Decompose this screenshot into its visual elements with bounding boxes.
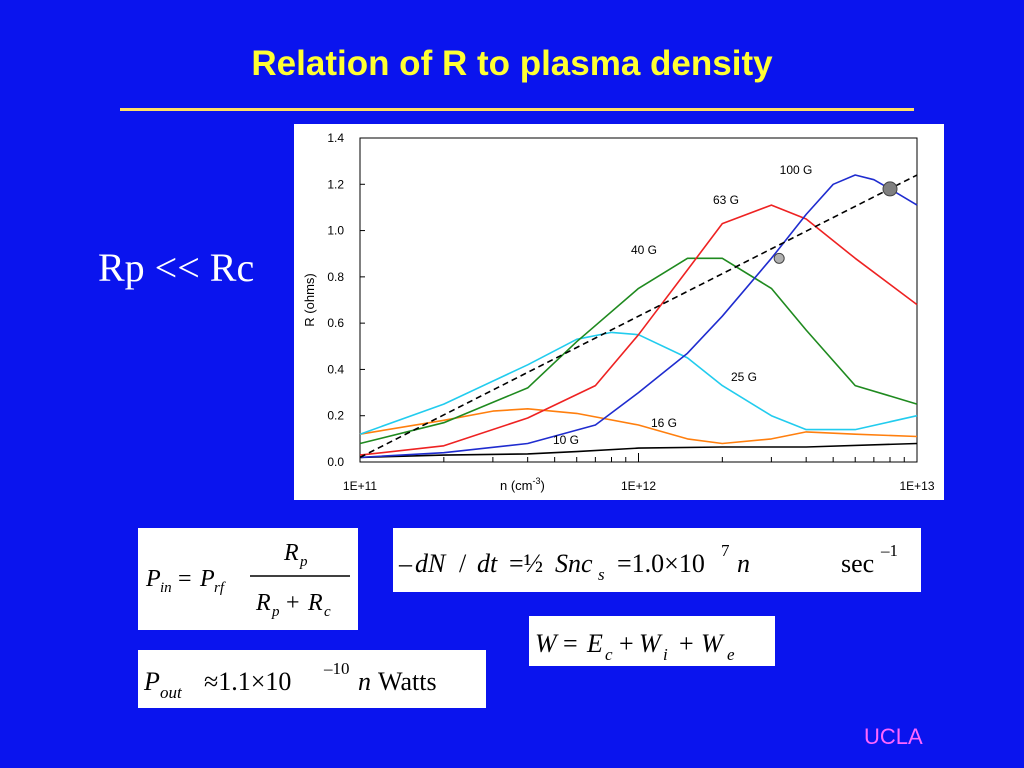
x-tick-label: 1E+12: [621, 479, 656, 493]
svg-text:Watts: Watts: [378, 667, 437, 696]
loss-rate-formula: – dN / dt =½ Snc s =1.0×10 7 n sec –1: [398, 541, 898, 584]
operating-point-marker: [773, 252, 785, 264]
svg-text:R: R: [255, 590, 271, 616]
x-axis-title: n (cm-3): [500, 476, 545, 493]
series-label: 63 G: [713, 193, 739, 207]
reference-line: [359, 174, 918, 459]
resistance-vs-density-chart: 0.0 0.2 0.4 0.6 0.8 1.0 1.2 1.4 1E+11 1E+12 1E+13…: [302, 131, 935, 493]
svg-text:W: W: [701, 629, 725, 658]
plot-frame: [359, 137, 918, 463]
svg-text:in: in: [160, 580, 172, 596]
series-label: 16 G: [651, 416, 677, 430]
y-tick-label: 0.4: [327, 362, 344, 376]
chart-panel: 0.0 0.2 0.4 0.6 0.8 1.0 1.2 1.4 1E+11 1E+12 1E+13…: [294, 124, 944, 500]
svg-text:W: W: [639, 629, 663, 658]
y-tick-label: 0.8: [327, 270, 344, 284]
svg-text:p: p: [299, 554, 308, 570]
energy-equation: W = E c + W i + W e: [529, 616, 775, 666]
series-label: 10 G: [553, 433, 579, 447]
svg-text:–1: –1: [880, 541, 898, 560]
svg-text:c: c: [605, 645, 613, 664]
svg-text:e: e: [727, 645, 735, 664]
operating-point-marker: [882, 181, 898, 197]
svg-text:out: out: [160, 683, 183, 702]
svg-text:P: P: [143, 667, 160, 696]
power-out-equation: P out ≈1.1×10 –10 n Watts: [138, 650, 486, 708]
y-tick-label: 1.0: [327, 224, 344, 238]
y-axis-title: R (ohms): [302, 273, 317, 326]
svg-text:/: /: [459, 549, 467, 578]
svg-text:R: R: [307, 590, 323, 616]
svg-text:P: P: [199, 566, 215, 592]
svg-text:R: R: [283, 540, 299, 566]
series-label: 40 G: [631, 243, 657, 257]
svg-text:+: +: [679, 629, 694, 658]
series-line-25g: [359, 331, 918, 435]
svg-text:=: =: [178, 566, 192, 592]
svg-text:rf: rf: [214, 580, 226, 596]
rp-rc-relation: Rp << Rc: [98, 245, 255, 290]
power-out-formula: P out ≈1.1×10 –10 n Watts: [143, 659, 437, 702]
svg-text:=1.0×10: =1.0×10: [617, 549, 705, 578]
series-line-10g: [359, 442, 918, 459]
series-line-40g: [359, 257, 918, 445]
loss-rate-equation: – dN / dt =½ Snc s =1.0×10 7 n sec –1: [393, 528, 921, 592]
svg-text:c: c: [324, 604, 331, 620]
x-tick-label: 1E+11: [343, 479, 377, 493]
y-tick-label: 1.4: [327, 131, 344, 145]
power-in-equation: P in = P rf R p R p + R c: [138, 528, 358, 630]
svg-text:i: i: [663, 645, 668, 664]
y-tick-label: 0.0: [327, 455, 344, 469]
svg-text:=½: =½: [509, 549, 543, 578]
svg-text:E: E: [586, 629, 603, 658]
svg-text:=: =: [563, 629, 578, 658]
x-tick-label: 1E+13: [899, 479, 934, 493]
svg-text:p: p: [271, 604, 280, 620]
energy-formula: W = E c + W i + W e: [535, 629, 735, 664]
svg-text:s: s: [598, 565, 605, 584]
svg-text:sec: sec: [841, 549, 874, 578]
series-line-16g: [359, 408, 918, 445]
svg-text:n: n: [737, 549, 750, 578]
svg-text:P: P: [145, 566, 161, 592]
svg-text:≈1.1×10: ≈1.1×10: [204, 667, 291, 696]
svg-text:7: 7: [721, 541, 730, 560]
series-label: 100 G: [780, 163, 813, 177]
svg-text:W: W: [535, 629, 559, 658]
series-line-63g: [359, 204, 918, 456]
svg-text:Snc: Snc: [555, 549, 593, 578]
svg-text:+: +: [286, 590, 300, 616]
y-tick-label: 0.2: [327, 409, 344, 423]
series-label: 25 G: [731, 370, 757, 384]
svg-text:dt: dt: [477, 549, 498, 578]
svg-text:dN: dN: [415, 549, 447, 578]
power-in-formula: P in = P rf R p R p + R c: [145, 540, 350, 620]
svg-text:–: –: [398, 549, 413, 578]
y-tick-label: 1.2: [327, 177, 344, 191]
y-tick-label: 0.6: [327, 316, 344, 330]
slide-title: Relation of R to plasma density: [251, 44, 773, 83]
svg-text:–10: –10: [323, 659, 350, 678]
series-line-100g: [359, 174, 918, 459]
footer-logo-text: UCLA: [864, 724, 923, 749]
svg-text:n: n: [358, 667, 371, 696]
svg-text:+: +: [619, 629, 634, 658]
title-underline: [120, 108, 914, 111]
